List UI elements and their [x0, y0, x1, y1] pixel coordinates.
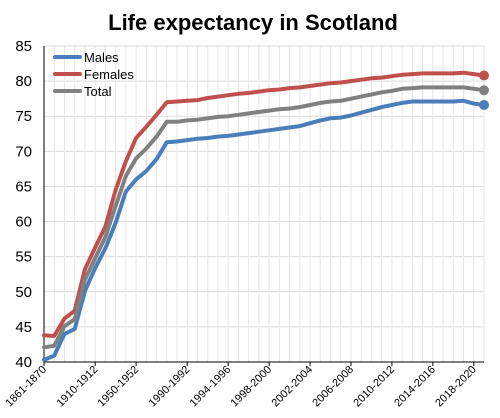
- y-tick-label: 65: [15, 178, 32, 195]
- y-tick-label: 55: [15, 249, 32, 266]
- legend-label-males: Males: [84, 50, 119, 65]
- y-tick-label: 60: [15, 214, 32, 231]
- y-tick-label: 80: [15, 73, 32, 90]
- y-tick-label: 75: [15, 108, 32, 125]
- y-tick-label: 45: [15, 319, 32, 336]
- series-line-females: [42, 70, 486, 338]
- y-tick-label: 70: [15, 143, 32, 160]
- chart-title: Life expectancy in Scotland: [108, 10, 398, 35]
- series-line-total: [42, 85, 486, 350]
- y-tick-label: 50: [15, 284, 32, 301]
- y-tick-label: 85: [15, 38, 32, 55]
- legend: Males Females Total: [53, 50, 134, 99]
- series-lines: [42, 70, 489, 362]
- series-end-point-females: [479, 70, 489, 81]
- y-tick-label: 40: [15, 354, 32, 371]
- axes: [43, 46, 484, 366]
- series-line-males: [42, 98, 486, 362]
- series-end-point-total: [479, 85, 489, 96]
- y-tick-labels: 40 45 50 55 60 65 70 75 80 85: [15, 38, 32, 371]
- legend-label-total: Total: [84, 84, 112, 99]
- series-end-point-males: [479, 99, 489, 110]
- legend-label-females: Females: [84, 67, 134, 82]
